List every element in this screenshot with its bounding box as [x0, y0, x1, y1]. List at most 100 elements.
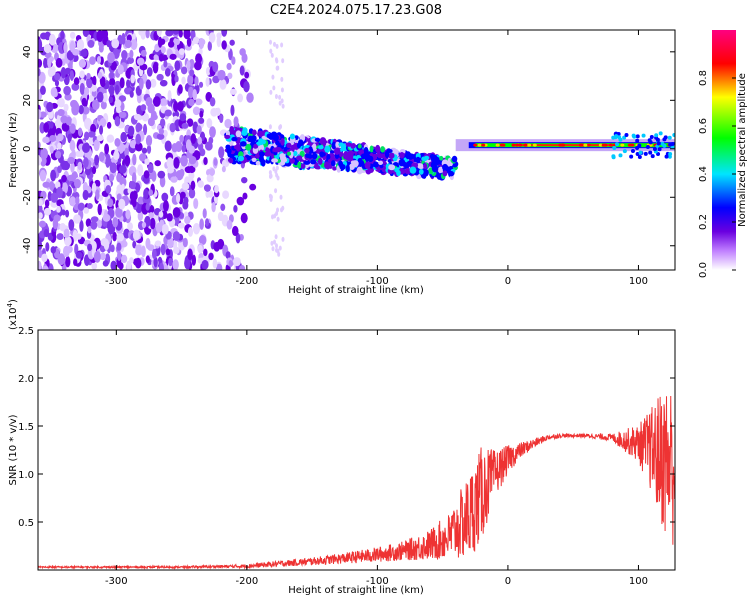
heatmap-cell	[56, 133, 64, 141]
colorbar-ticks: 0.0 0.2 0.4 0.6 0.8	[698, 70, 736, 278]
heatmap-cell	[195, 53, 203, 64]
heatmap-cell	[99, 76, 106, 88]
heatmap-cell	[289, 133, 296, 140]
heatmap-cell	[112, 231, 117, 242]
heatmap-cell	[184, 166, 193, 174]
heatmap-cell	[221, 30, 228, 37]
heatmap-cell	[127, 222, 133, 231]
heatmap-cell	[65, 209, 70, 218]
heatmap-cell	[130, 39, 138, 51]
heatmap-cell	[171, 142, 179, 153]
heatmap-cell	[169, 122, 176, 133]
heatmap-cell	[273, 41, 277, 47]
heatmap-cell	[90, 84, 98, 92]
heatmap-cell	[172, 231, 181, 241]
y-tick-label: 40	[22, 45, 33, 58]
heatmap-cell	[203, 184, 211, 192]
heatmap-cell	[82, 157, 89, 168]
heatmap-cell	[233, 144, 240, 150]
heatmap-cell	[364, 161, 371, 169]
heatmap-cell	[583, 143, 588, 147]
heatmap-cell	[109, 77, 116, 87]
heatmap-cell	[166, 157, 174, 169]
heatmap-cell	[65, 256, 71, 268]
heatmap-cell	[357, 159, 365, 167]
heatmap-cell	[270, 52, 274, 58]
heatmap-cell	[118, 145, 126, 152]
heatmap-cell	[656, 141, 661, 146]
heatmap-cell	[180, 155, 188, 167]
heatmap-cell	[38, 68, 41, 77]
heatmap-cell	[57, 109, 65, 117]
heatmap-cell	[278, 245, 282, 251]
heatmap-cell	[61, 182, 69, 195]
heatmap-cell	[345, 164, 350, 173]
heatmap-cell	[137, 211, 144, 222]
heatmap-cell	[194, 98, 203, 106]
heatmap-cell	[222, 190, 230, 199]
heatmap-cell	[335, 141, 340, 149]
heatmap-cell	[239, 65, 245, 76]
heatmap-cell	[152, 96, 161, 107]
heatmap-cell	[654, 133, 659, 138]
x-tick-label: -200	[236, 276, 259, 287]
spectrogram-frame	[37, 29, 676, 271]
heatmap-cell	[40, 190, 47, 200]
colorbar-tick-label: 0.4	[698, 166, 709, 182]
heatmap-cell	[39, 169, 47, 182]
heatmap-cell	[272, 85, 276, 91]
heatmap-cell	[145, 96, 153, 107]
heatmap-cell	[561, 143, 566, 147]
heatmap-cell	[60, 115, 68, 124]
heatmap-cell	[142, 123, 148, 136]
heatmap-cell	[112, 217, 119, 228]
heatmap-cell	[314, 165, 321, 170]
heatmap-cell	[69, 123, 76, 134]
heatmap-cell	[153, 54, 159, 61]
heatmap-cell	[106, 40, 112, 48]
heatmap-cell	[188, 171, 195, 180]
heatmap-cell	[164, 68, 171, 77]
heatmap-cell	[108, 84, 115, 97]
heatmap-cell	[116, 233, 125, 242]
snr-series-line	[38, 395, 675, 570]
heatmap-cell	[110, 260, 117, 270]
heatmap-cell	[166, 213, 173, 222]
snr-panel: -300 -200 -100 0 100 0.5 1.0 1.5 2.0 2.5 Height …	[6, 299, 676, 596]
heatmap-cell	[279, 194, 283, 200]
heatmap-cell	[148, 189, 154, 197]
heatmap-cell	[92, 75, 97, 86]
heatmap-cell	[108, 173, 115, 182]
heatmap-cell	[88, 94, 95, 102]
heatmap-cell	[161, 223, 169, 235]
heatmap-cell	[145, 203, 150, 211]
heatmap-cell	[667, 135, 672, 140]
heatmap-cell	[347, 150, 354, 157]
heatmap-cell	[129, 90, 134, 98]
heatmap-cell	[276, 175, 280, 181]
heatmap-cell	[132, 229, 140, 241]
heatmap-cell	[260, 139, 267, 145]
heatmap-cell	[188, 145, 196, 154]
heatmap-cell	[286, 142, 292, 149]
heatmap-cell	[272, 147, 280, 153]
heatmap-cell	[235, 130, 242, 138]
heatmap-cell	[177, 222, 185, 229]
heatmap-cell	[126, 79, 131, 88]
heatmap-cell	[618, 153, 623, 158]
heatmap-cell	[197, 244, 203, 254]
heatmap-cell	[140, 49, 147, 57]
heatmap-cell	[635, 138, 640, 143]
y-tick-label: 1.5	[18, 422, 34, 433]
heatmap-cell	[108, 96, 114, 104]
heatmap-cell	[299, 150, 305, 158]
heatmap-cell	[271, 158, 279, 163]
heatmap-cell	[60, 30, 65, 40]
heatmap-cell	[431, 164, 439, 173]
heatmap-cell	[150, 113, 158, 121]
heatmap-cell	[272, 166, 276, 172]
heatmap-cell	[181, 76, 186, 85]
heatmap-cell	[515, 143, 520, 147]
heatmap-cell	[46, 101, 54, 113]
